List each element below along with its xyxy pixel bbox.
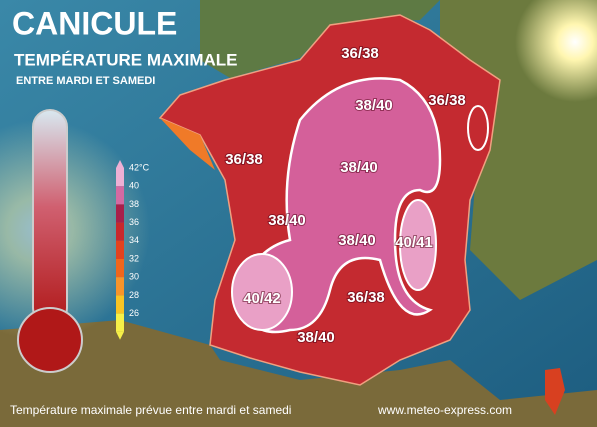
region-label: 38/40 bbox=[338, 232, 376, 249]
region-label: 36/38 bbox=[341, 45, 379, 62]
legend-label: 30 bbox=[129, 272, 139, 282]
legend-label: 28 bbox=[129, 290, 139, 300]
zone-outline bbox=[467, 105, 489, 151]
region-labels: 36/38 36/38 38/40 36/38 38/40 38/40 38/4… bbox=[224, 44, 467, 347]
website: www.meteo-express.com bbox=[377, 403, 512, 417]
land-south bbox=[0, 320, 597, 427]
period: ENTRE MARDI ET SAMEDI bbox=[16, 75, 155, 87]
legend-label: 32 bbox=[129, 253, 139, 263]
legend-label: 38 bbox=[129, 199, 139, 209]
legend-label: 40 bbox=[129, 181, 139, 191]
legend-swatch bbox=[116, 204, 124, 223]
region-label: 36/38 bbox=[225, 151, 263, 168]
region-label: 38/40 bbox=[340, 159, 378, 176]
zone-40-42 bbox=[231, 253, 293, 331]
legend-swatch bbox=[116, 240, 124, 259]
zone-40-41 bbox=[399, 199, 437, 291]
legend-swatch bbox=[116, 295, 124, 314]
title: CANICULE bbox=[12, 5, 177, 41]
legend-swatch bbox=[116, 186, 124, 205]
thermometer bbox=[32, 109, 68, 326]
legend: 42°C 40 38 36 34 32 30 28 26 bbox=[116, 160, 150, 340]
region-label: 40/41 bbox=[395, 234, 433, 251]
legend-label: 34 bbox=[129, 235, 139, 245]
sun bbox=[515, 0, 597, 102]
legend-swatch bbox=[116, 277, 124, 296]
caption: Température maximale prévue entre mardi … bbox=[10, 403, 291, 417]
region-label: 40/42 bbox=[243, 290, 281, 307]
subtitle: TEMPÉRATURE MAXIMALE bbox=[14, 50, 238, 69]
legend-label: 36 bbox=[129, 217, 139, 227]
legend-swatch bbox=[116, 222, 124, 241]
region-label: 38/40 bbox=[297, 329, 335, 346]
legend-label: 26 bbox=[129, 308, 139, 318]
legend-swatch bbox=[116, 168, 124, 187]
thermometer-bulb bbox=[17, 307, 83, 373]
legend-arrow-bottom bbox=[116, 331, 124, 340]
region-label: 38/40 bbox=[355, 97, 393, 114]
brittany-coast bbox=[160, 118, 215, 170]
corsica bbox=[545, 368, 565, 415]
region-label: 36/38 bbox=[347, 289, 385, 306]
legend-swatch bbox=[116, 259, 124, 278]
legend-arrow-top bbox=[116, 160, 124, 168]
legend-label: 42°C bbox=[129, 162, 150, 172]
legend-swatch bbox=[116, 313, 124, 332]
region-label: 36/38 bbox=[428, 92, 466, 109]
region-label: 38/40 bbox=[268, 212, 306, 229]
